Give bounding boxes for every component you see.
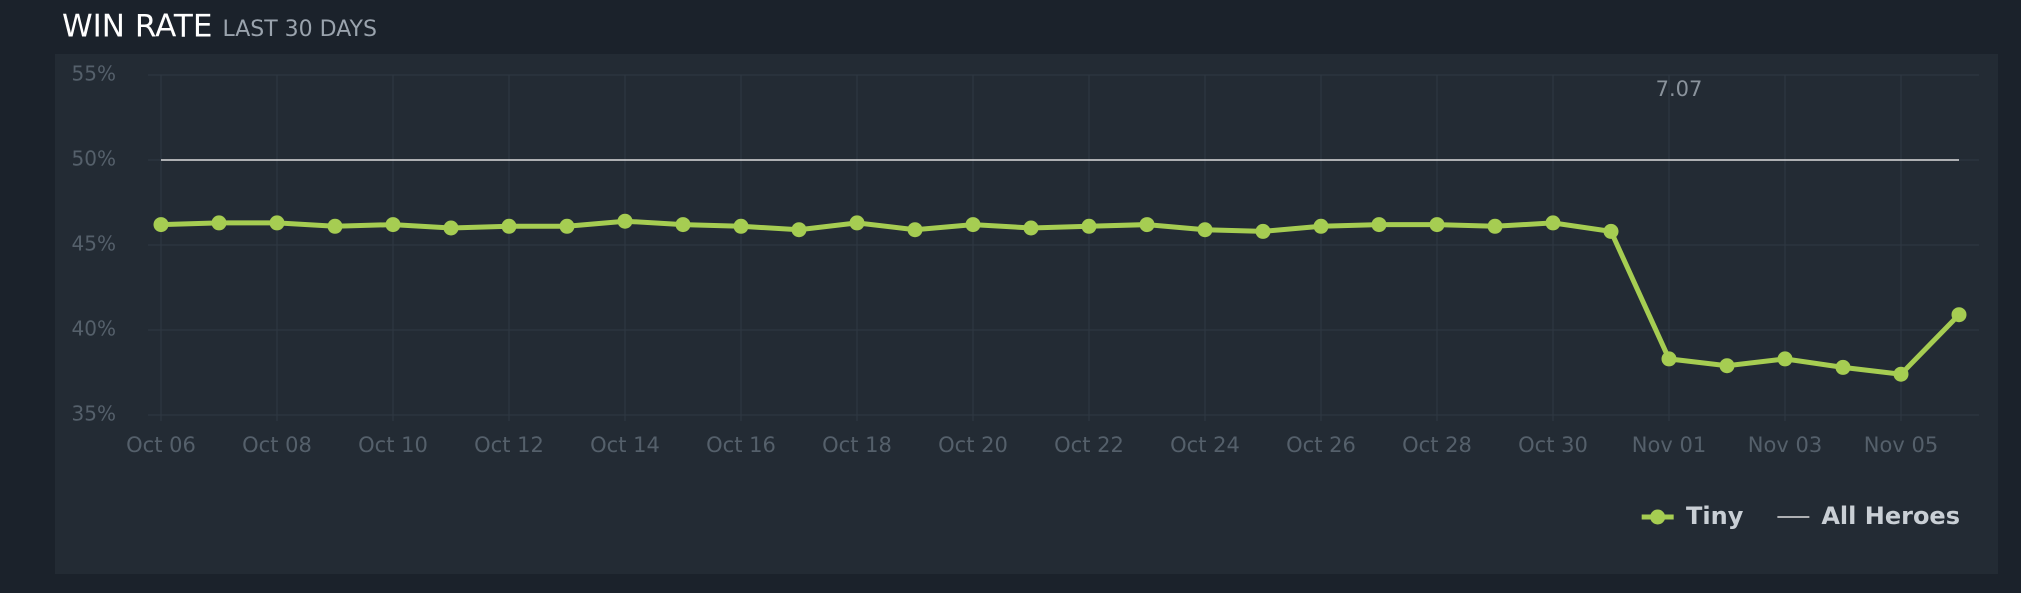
point — [269, 215, 285, 231]
point — [211, 215, 227, 231]
y-tick-label: 55% — [72, 62, 116, 86]
point — [1081, 218, 1097, 234]
x-tick-label: Oct 18 — [822, 433, 892, 457]
point — [1835, 359, 1851, 375]
point — [1603, 223, 1619, 239]
x-tick-label: Oct 26 — [1286, 433, 1356, 457]
x-tick-label: Oct 22 — [1054, 433, 1124, 457]
x-tick-label: Nov 05 — [1864, 433, 1938, 457]
point — [1023, 220, 1039, 236]
point — [1893, 366, 1909, 382]
point — [1545, 215, 1561, 231]
point — [1719, 358, 1735, 374]
x-tick-label: Oct 20 — [938, 433, 1008, 457]
x-tick-label: Oct 30 — [1518, 433, 1588, 457]
point — [443, 220, 459, 236]
point — [733, 218, 749, 234]
x-tick-label: Oct 06 — [126, 433, 196, 457]
point — [1429, 217, 1445, 233]
point — [559, 218, 575, 234]
point — [907, 222, 923, 238]
x-tick-label: Oct 24 — [1170, 433, 1240, 457]
legend-label: Tiny — [1686, 502, 1744, 530]
point — [385, 217, 401, 233]
y-tick-label: 35% — [72, 402, 116, 426]
chart-title: WIN RATE — [62, 9, 212, 45]
x-tick-label: Oct 10 — [358, 433, 428, 457]
point — [791, 222, 807, 238]
series-line — [160, 218, 1961, 377]
legend-label: All Heroes — [1821, 502, 1960, 530]
x-tick-label: Nov 01 — [1632, 433, 1706, 457]
point — [1951, 307, 1967, 323]
legend-swatch-dot — [1650, 509, 1666, 525]
x-tick-label: Oct 28 — [1402, 433, 1472, 457]
y-tick-label: 45% — [72, 232, 116, 256]
point — [1371, 217, 1387, 233]
y-tick-label: 50% — [72, 147, 116, 171]
point — [153, 217, 169, 233]
x-tick-label: Nov 03 — [1748, 433, 1822, 457]
point — [1661, 351, 1677, 367]
x-tick-label: Oct 12 — [474, 433, 544, 457]
x-tick-label: Oct 14 — [590, 433, 660, 457]
point — [1487, 218, 1503, 234]
point — [965, 217, 981, 233]
point — [1255, 223, 1271, 239]
chart-subtitle: LAST 30 DAYS — [222, 17, 377, 42]
point — [1777, 351, 1793, 367]
y-tick-label: 40% — [72, 317, 116, 341]
point — [327, 218, 343, 234]
point — [501, 218, 517, 234]
point — [617, 213, 633, 229]
point — [1313, 218, 1329, 234]
x-tick-label: Oct 16 — [706, 433, 776, 457]
panel — [55, 54, 1998, 574]
point — [675, 217, 691, 233]
point — [849, 215, 865, 231]
point — [1197, 222, 1213, 238]
x-tick-label: Oct 08 — [242, 433, 312, 457]
point — [1139, 217, 1155, 233]
annotation: 7.07 — [1656, 77, 1703, 101]
